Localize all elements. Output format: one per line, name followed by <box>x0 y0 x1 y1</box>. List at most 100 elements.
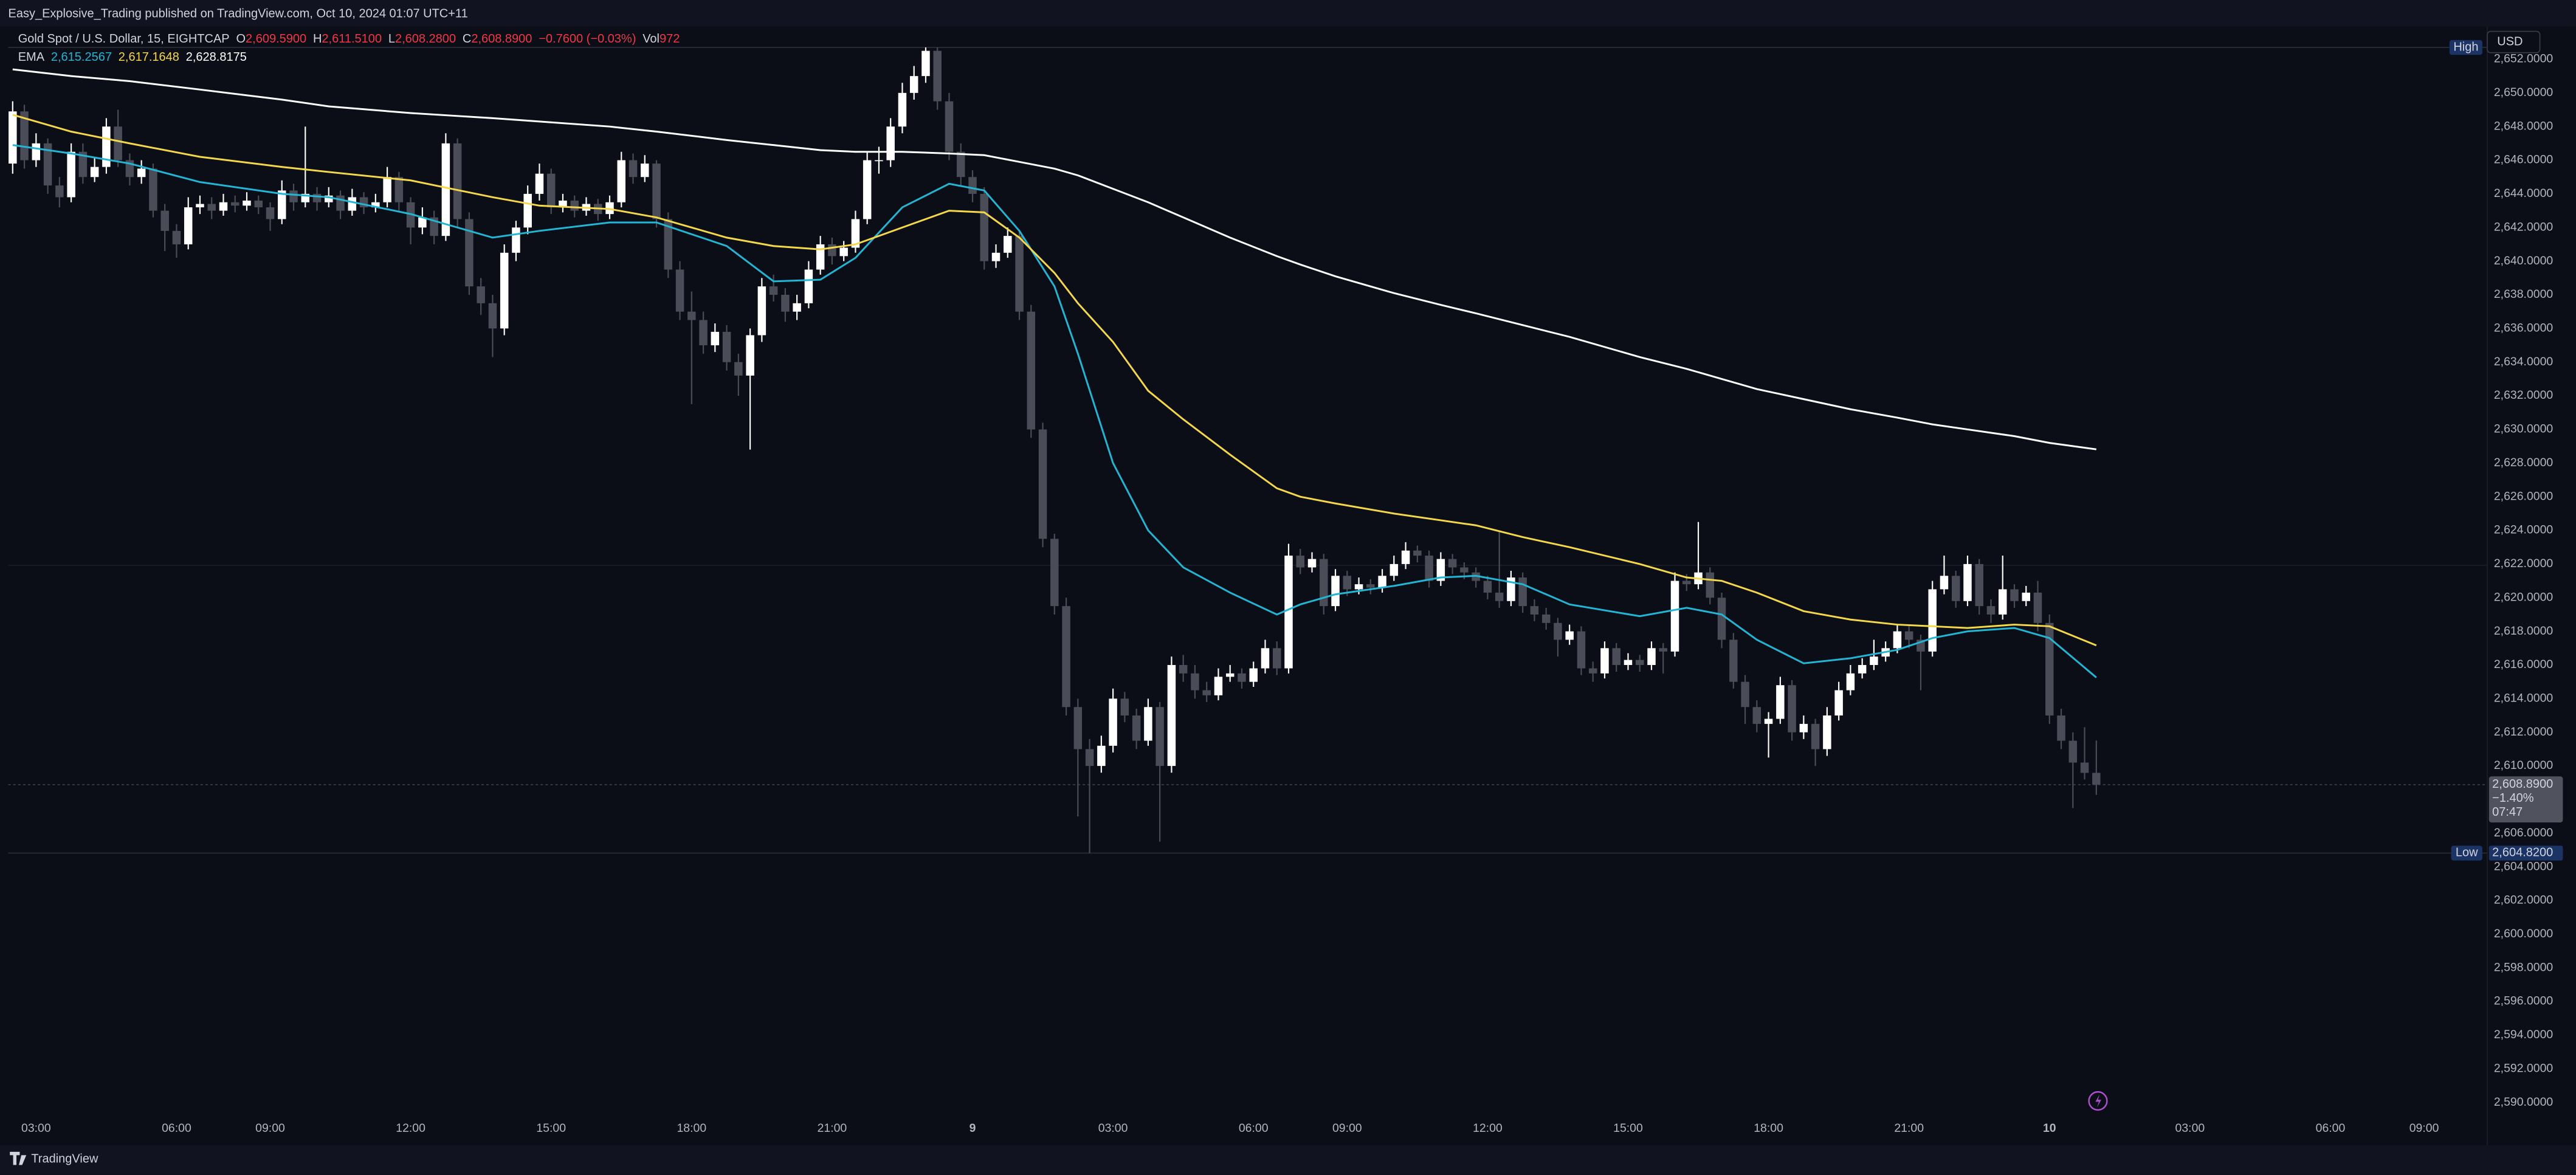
candle-body <box>1928 589 1937 652</box>
candle-body <box>1788 685 1796 732</box>
currency[interactable]: USD <box>2497 35 2523 48</box>
candle-body <box>1460 567 1469 573</box>
currency-box[interactable] <box>2487 30 2541 53</box>
candle-body <box>1120 698 1129 716</box>
candle-body <box>196 204 204 208</box>
candle-body <box>734 362 743 376</box>
x-tick-label: 18:00 <box>1754 1122 1783 1135</box>
close-value: 2,608.8900 <box>471 32 532 46</box>
candle-body <box>219 202 228 211</box>
candle-body <box>1261 648 1270 669</box>
candle-body <box>43 143 52 186</box>
candle-body <box>500 252 509 329</box>
y-tick-label: 2,596.0000 <box>2494 994 2554 1008</box>
y-tick-label: 2,590.0000 <box>2494 1095 2554 1109</box>
candle-body <box>1214 677 1223 695</box>
candle-body <box>968 177 977 194</box>
y-tick-label: 2,616.0000 <box>2494 658 2554 671</box>
candle-body <box>1940 576 1949 590</box>
candle-body <box>1717 598 1726 640</box>
candle-body <box>559 200 567 208</box>
candle-body <box>828 244 836 257</box>
candle-body <box>160 210 169 231</box>
candle-body <box>1741 681 1749 708</box>
candle-body <box>781 295 790 312</box>
candle-body <box>1027 311 1036 430</box>
candle-body <box>1050 539 1059 607</box>
candle-body <box>957 151 965 177</box>
candle-body <box>243 200 251 206</box>
candle-body <box>1062 606 1070 708</box>
y-tick-label: 2,592.0000 <box>2494 1061 2554 1075</box>
y-tick-label: 2,604.0000 <box>2494 860 2554 873</box>
candle-body <box>1425 556 1433 581</box>
candle-body <box>921 50 930 77</box>
open-key: O <box>236 32 246 46</box>
candle-body <box>1846 673 1855 691</box>
y-tick-label: 2,600.0000 <box>2494 927 2554 940</box>
candle-body <box>1776 685 1785 719</box>
candle-body <box>114 126 122 160</box>
candle-body <box>699 320 708 346</box>
low-value: 2,604.8200 <box>2492 846 2553 860</box>
candle-body <box>1132 715 1141 741</box>
low-value-tag <box>2488 846 2563 861</box>
ema-name: EMA <box>18 50 45 64</box>
y-tick-label: 2,642.0000 <box>2494 220 2554 233</box>
candle-body <box>1893 631 1902 649</box>
candle-body <box>477 286 485 303</box>
candle-body <box>1249 668 1258 682</box>
candle-body <box>312 193 322 202</box>
x-tick-label: 12:00 <box>396 1122 425 1135</box>
low-value: 2,608.2800 <box>395 32 456 46</box>
candle-body <box>746 335 754 376</box>
candle-body <box>1307 559 1317 568</box>
change: −0.7600 (−0.03%) <box>539 32 636 46</box>
price-change: −1.40% <box>2492 791 2534 805</box>
ema-line <box>12 68 2097 450</box>
candle-body <box>1448 559 1457 568</box>
y-tick-label: 2,610.0000 <box>2494 759 2554 772</box>
x-tick-label: 15:00 <box>536 1122 566 1135</box>
x-tick-label: 03:00 <box>2175 1122 2205 1135</box>
candle-body <box>1799 723 1808 732</box>
event-icon[interactable] <box>2088 1091 2108 1111</box>
y-tick-label: 2,598.0000 <box>2494 960 2554 974</box>
candle-body <box>886 126 895 160</box>
candle-body <box>687 311 696 320</box>
symbol: Gold Spot / U.S. Dollar, 15, EIGHTCAP <box>18 32 230 46</box>
y-tick-label: 2,612.0000 <box>2494 725 2554 739</box>
candle-body <box>909 76 918 93</box>
candle-body <box>933 50 942 102</box>
y-tick-label: 2,646.0000 <box>2494 153 2554 167</box>
candle-body <box>722 331 731 362</box>
candle-body <box>1565 631 1574 640</box>
countdown: 07:47 <box>2492 805 2523 819</box>
candle-body <box>898 92 907 127</box>
candle-body <box>1682 581 1691 585</box>
candle-body <box>266 207 275 219</box>
candle-body <box>1858 664 1867 674</box>
candle-body <box>1706 572 1715 598</box>
candle-body <box>488 303 497 329</box>
candle-body <box>1038 429 1047 539</box>
x-tick-label: 21:00 <box>818 1122 847 1135</box>
y-tick-label: 2,644.0000 <box>2494 187 2554 200</box>
x-tick-label: 9 <box>969 1122 976 1135</box>
candle-body <box>1811 723 1820 749</box>
candle-body <box>863 160 872 219</box>
candle-body <box>1004 236 1012 253</box>
x-tick-label: 06:00 <box>2316 1122 2346 1135</box>
candle-body <box>336 195 345 211</box>
candle-body <box>1097 745 1106 767</box>
low-tag <box>2451 846 2482 861</box>
candle-body <box>1670 581 1679 652</box>
candle-body <box>2068 740 2078 763</box>
brand[interactable]: TradingView <box>31 1152 98 1165</box>
candle-body <box>1530 606 1539 615</box>
candle-body <box>137 168 146 177</box>
candle-body <box>2080 762 2089 773</box>
x-tick-label: 03:00 <box>21 1122 51 1135</box>
candle-body <box>441 143 450 236</box>
logo[interactable] <box>10 1151 27 1165</box>
